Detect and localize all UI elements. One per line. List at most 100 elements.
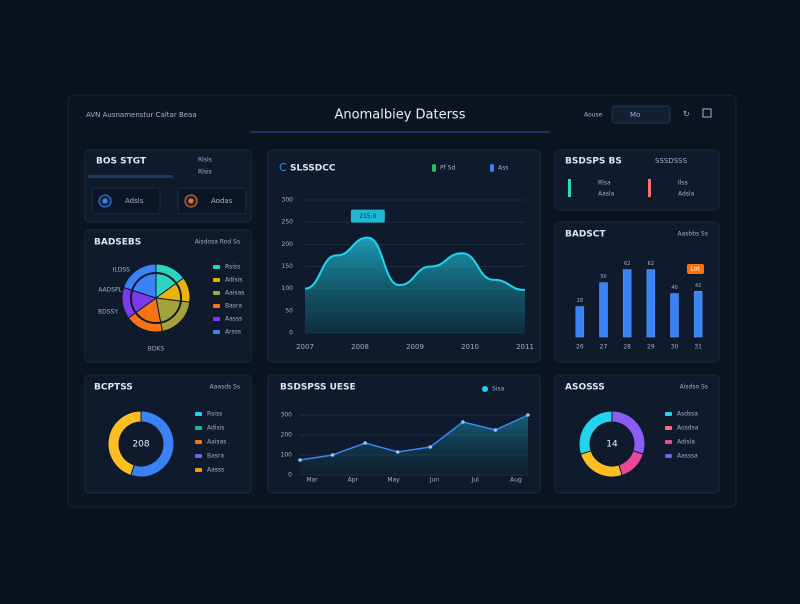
legend-swatch [195,412,202,416]
icon[interactable]: ↻ [683,110,690,119]
x-tick-label: Jun [429,477,440,484]
bar-label: 40 [671,285,677,291]
panel-title: BADSEBS [94,238,141,248]
y-tick-label: 100 [282,285,294,292]
legend-swatch [490,164,494,172]
legend-swatch [195,468,202,472]
legend-label: Arsss [225,329,241,336]
line-area [300,415,528,475]
bar-label: 62 [624,261,630,267]
legend-swatch [482,386,488,392]
legend-label: Basra [225,303,242,310]
donut-center: 208 [132,440,149,450]
bar-label: 28 [577,298,583,304]
brand: AVN Ausnamenstur Caltar Beaa [86,111,197,119]
bar-label: 62 [648,261,654,267]
x-tick-label: 29 [647,344,655,351]
icon: C [279,161,287,174]
legend-label: Ass [498,165,508,172]
point [330,453,335,457]
search: Aouse [584,112,603,119]
panel-subtitle: Aasbbs Ss [678,231,709,238]
stat-bar [568,179,571,197]
panel-title: BOS STGT [96,157,147,167]
point [461,420,465,424]
item-label: Adsls [125,197,144,205]
legend-swatch [213,265,220,269]
bar [670,293,679,338]
select-label: Mo [630,111,640,119]
x-tick-label: 26 [576,344,584,351]
legend-label: Aaisas [225,290,244,297]
x-tick-label: Jul [471,477,480,484]
item [91,187,161,215]
stat-value: Aasla [598,191,615,198]
stat-bar [648,179,651,197]
item-label: Aodas [211,197,233,205]
annotation: 215.0 [359,213,376,220]
bar [599,282,608,338]
legend-label: Adisis [207,425,224,432]
panel-title: BSDSPS BS [565,157,622,167]
y-tick-label: 50 [285,307,293,314]
line [299,414,529,461]
legend-label: Rsiss [225,264,240,271]
stat-label: Ilss [678,180,688,187]
y-tick-label: 150 [282,263,294,270]
legend-swatch [665,454,672,458]
point [493,428,498,432]
legend-label: Asdssa [677,411,698,418]
item-dot [188,198,194,204]
point [526,413,530,417]
x-tick-label: 30 [671,344,679,351]
bar [622,269,632,338]
point [298,458,302,462]
legend-swatch [213,291,220,295]
label: BDSSY [98,309,118,316]
select[interactable] [611,105,671,124]
panel-title: ASOSSS [565,383,605,393]
legend-label: Sisa [492,386,505,393]
legend-swatch [195,440,202,444]
title: Anomalbiey Daterss [335,108,466,123]
bar-label: 42 [695,283,701,289]
panel-title: BADSCT [565,230,606,240]
y-tick-label: 0 [288,472,292,479]
label: BDKS [148,346,165,353]
legend-swatch [213,317,220,321]
progress [88,175,173,178]
legend-label: Aaisas [207,439,226,446]
ring-hole [130,272,182,324]
panel-subtitle: SSSDSSS [655,157,688,165]
legend-label: Rsiss [207,411,222,418]
legend-swatch [195,454,202,458]
x-tick-label: 27 [600,344,608,351]
segment [107,410,142,477]
meta: Rlsis [198,169,212,176]
legend-swatch [213,278,220,282]
x-tick-label: 2010 [461,343,479,351]
point [395,450,400,454]
item [177,187,247,215]
panel [554,149,720,211]
panel-title: BSDSPSS UESE [280,383,356,393]
area-line [304,236,526,291]
legend-swatch [665,440,672,444]
x-tick-label: 31 [694,344,702,351]
x-tick-label: Aug [510,477,522,484]
panel-subtitle: Aisdosa Rod Ss [195,239,240,246]
icon[interactable] [702,108,712,118]
legend-label: Adisis [225,277,242,284]
point [428,445,433,449]
legend-swatch [665,412,672,416]
item-dot [102,198,108,204]
y-tick-label: 250 [282,219,294,226]
donut-center: 14 [606,440,618,450]
x-tick-label: 2007 [296,343,314,351]
meta: Rlsls [198,157,212,164]
panel-title: SLSSDCC [290,164,336,174]
bar [693,291,703,338]
y-tick-label: 300 [281,412,293,419]
segment [578,410,613,455]
legend-swatch [665,426,672,430]
